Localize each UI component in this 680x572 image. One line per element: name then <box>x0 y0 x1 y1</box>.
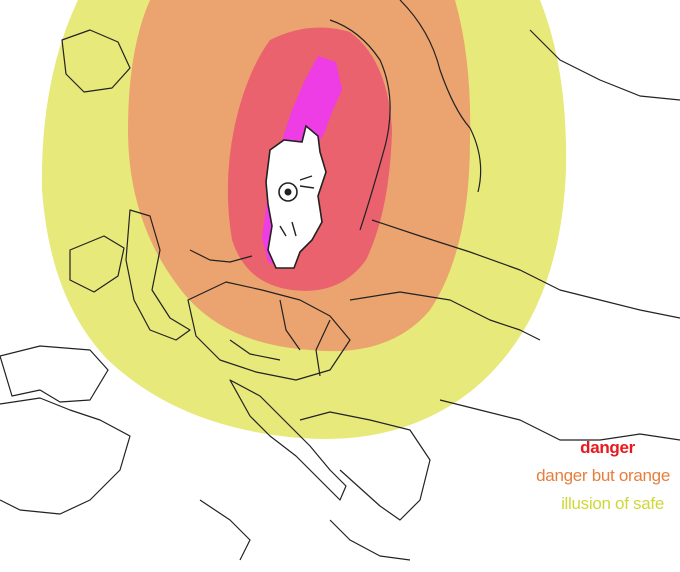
legend-danger-but-orange: danger but orange <box>536 466 670 485</box>
legend-danger: danger <box>580 438 635 457</box>
legend: danger danger but orange illusion of saf… <box>410 434 670 518</box>
cat-whisker-icon <box>279 175 315 237</box>
cat-pupil-icon <box>284 188 292 196</box>
legend-illusion-of-safe: illusion of safe <box>561 494 664 513</box>
